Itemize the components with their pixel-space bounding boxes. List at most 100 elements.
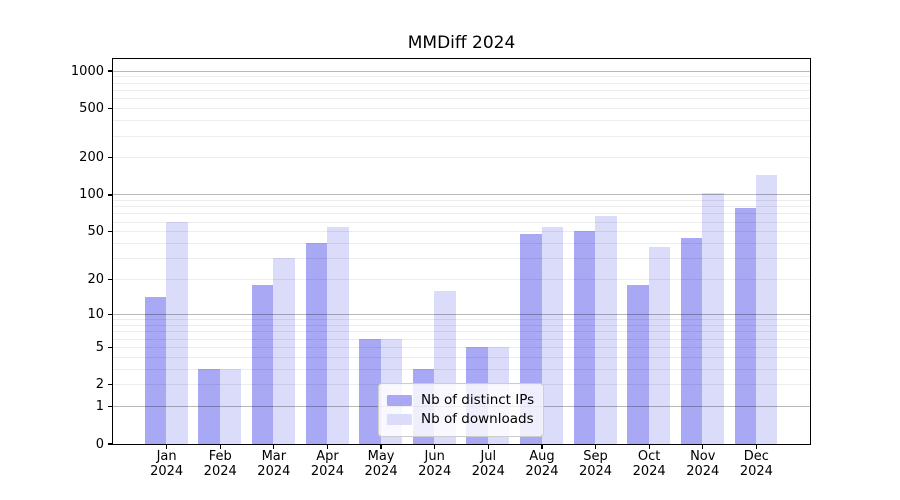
x-tick-year: 2024 [525, 464, 559, 479]
bar-nb-of-distinct-ips-mar [252, 284, 274, 444]
y-tick-label: 10 [87, 307, 104, 323]
x-tick-year: 2024 [471, 464, 505, 479]
gridline-minor [112, 108, 810, 109]
x-tick-month: Aug [529, 449, 555, 464]
bar-nb-of-downloads-apr [327, 227, 349, 444]
gridline-major [112, 194, 810, 196]
x-tick-month: Sep [583, 449, 608, 464]
gridline-minor [112, 213, 810, 215]
y-tick-mark [108, 443, 112, 445]
x-tick-month: Oct [637, 449, 661, 464]
gridline-minor [112, 82, 810, 84]
x-tick-label-jun: Jun 2024 [407, 449, 463, 479]
gridline-minor [112, 346, 810, 348]
y-tick-mark [108, 278, 112, 281]
gridline-minor [112, 279, 810, 281]
bar-nb-of-downloads-oct [648, 247, 671, 444]
x-tick-month: May [367, 449, 395, 464]
x-tick-mark [541, 445, 543, 449]
gridline-minor [112, 331, 810, 333]
y-tick-label: 200 [79, 150, 104, 166]
x-tick-month: Jul [480, 449, 497, 464]
gridline-minor [112, 368, 810, 370]
gridline-minor [112, 89, 810, 91]
legend-label: Nb of downloads [421, 411, 534, 428]
y-tick-mark [108, 157, 112, 159]
x-tick-month: Jun [424, 449, 445, 464]
y-tick-mark [108, 313, 112, 316]
plot-area: Nb of distinct IPs Nb of downloads [111, 57, 811, 445]
bar-nb-of-downloads-nov [702, 193, 724, 444]
bar-nb-of-downloads-dec [755, 174, 778, 444]
x-tick-mark [273, 445, 275, 449]
y-tick-mark [108, 107, 112, 110]
y-tick-label: 2 [95, 377, 104, 393]
gridline-minor [112, 206, 810, 208]
y-tick-label: 100 [79, 187, 104, 203]
x-tick-mark [755, 445, 758, 449]
bar-nb-of-downloads-feb [219, 368, 242, 444]
x-tick-label-oct: Oct 2024 [621, 449, 677, 479]
legend-row: Nb of distinct IPs [387, 392, 534, 409]
x-tick-year: 2024 [150, 464, 184, 479]
x-tick-mark [165, 445, 168, 449]
y-tick-label: 1000 [70, 63, 104, 79]
x-tick-label-aug: Aug 2024 [514, 449, 570, 479]
legend-swatch-nb-of-downloads [387, 413, 413, 425]
gridline-minor [112, 243, 810, 245]
x-tick-month: Dec [743, 449, 769, 464]
x-tick-mark [648, 445, 650, 449]
gridline-major [112, 314, 810, 316]
y-tick-mark [108, 346, 112, 348]
x-tick-year: 2024 [203, 464, 237, 479]
y-tick-label: 20 [87, 272, 104, 288]
x-tick-month: Apr [316, 449, 339, 464]
legend-row: Nb of downloads [387, 411, 534, 428]
y-tick-mark [108, 384, 112, 386]
bar-nb-of-distinct-ips-may [359, 338, 381, 444]
x-tick-month: Nov [690, 449, 716, 464]
bar-nb-of-distinct-ips-nov [680, 238, 703, 444]
bar-nb-of-downloads-aug [541, 227, 563, 444]
bar-nb-of-distinct-ips-sep [573, 231, 596, 444]
x-tick-mark [702, 445, 704, 449]
x-tick-month: Mar [261, 449, 287, 464]
x-tick-year: 2024 [686, 464, 720, 479]
x-tick-year: 2024 [739, 464, 773, 479]
x-tick-label-sep: Sep 2024 [568, 449, 624, 479]
y-tick-label: 50 [87, 224, 104, 240]
chart-title: MMDiff 2024 [407, 33, 516, 53]
x-tick-label-dec: Dec 2024 [728, 449, 784, 479]
gridline-major [112, 70, 810, 72]
bar-nb-of-distinct-ips-apr [305, 243, 328, 444]
x-tick-year: 2024 [578, 464, 613, 479]
gridline-minor [112, 200, 810, 202]
x-tick-label-mar: Mar 2024 [246, 449, 302, 479]
x-tick-label-apr: Apr 2024 [299, 449, 355, 479]
x-tick-year: 2024 [310, 464, 344, 479]
bar-nb-of-downloads-jan [166, 221, 188, 444]
gridline-minor [112, 76, 810, 78]
y-tick-label: 500 [79, 100, 104, 116]
bar-nb-of-distinct-ips-dec [734, 207, 756, 444]
x-tick-mark [594, 445, 597, 449]
gridline-minor [112, 356, 810, 358]
gridline-minor [112, 98, 810, 100]
x-tick-month: Jan [156, 449, 177, 464]
bar-nb-of-downloads-mar [273, 258, 295, 444]
y-tick-label: 0 [95, 436, 104, 452]
x-tick-mark [219, 445, 221, 449]
bar-nb-of-distinct-ips-feb [198, 368, 220, 444]
gridline-minor [112, 319, 810, 321]
x-tick-mark [326, 445, 329, 449]
gridline-minor [112, 258, 810, 260]
legend-label: Nb of distinct IPs [421, 392, 535, 409]
y-tick-mark [108, 405, 112, 408]
x-tick-year: 2024 [257, 464, 291, 479]
gridline-minor [112, 324, 810, 326]
x-tick-label-nov: Nov 2024 [675, 449, 731, 479]
x-tick-year: 2024 [418, 464, 452, 479]
y-tick-mark [108, 194, 112, 196]
x-tick-year: 2024 [364, 464, 398, 479]
